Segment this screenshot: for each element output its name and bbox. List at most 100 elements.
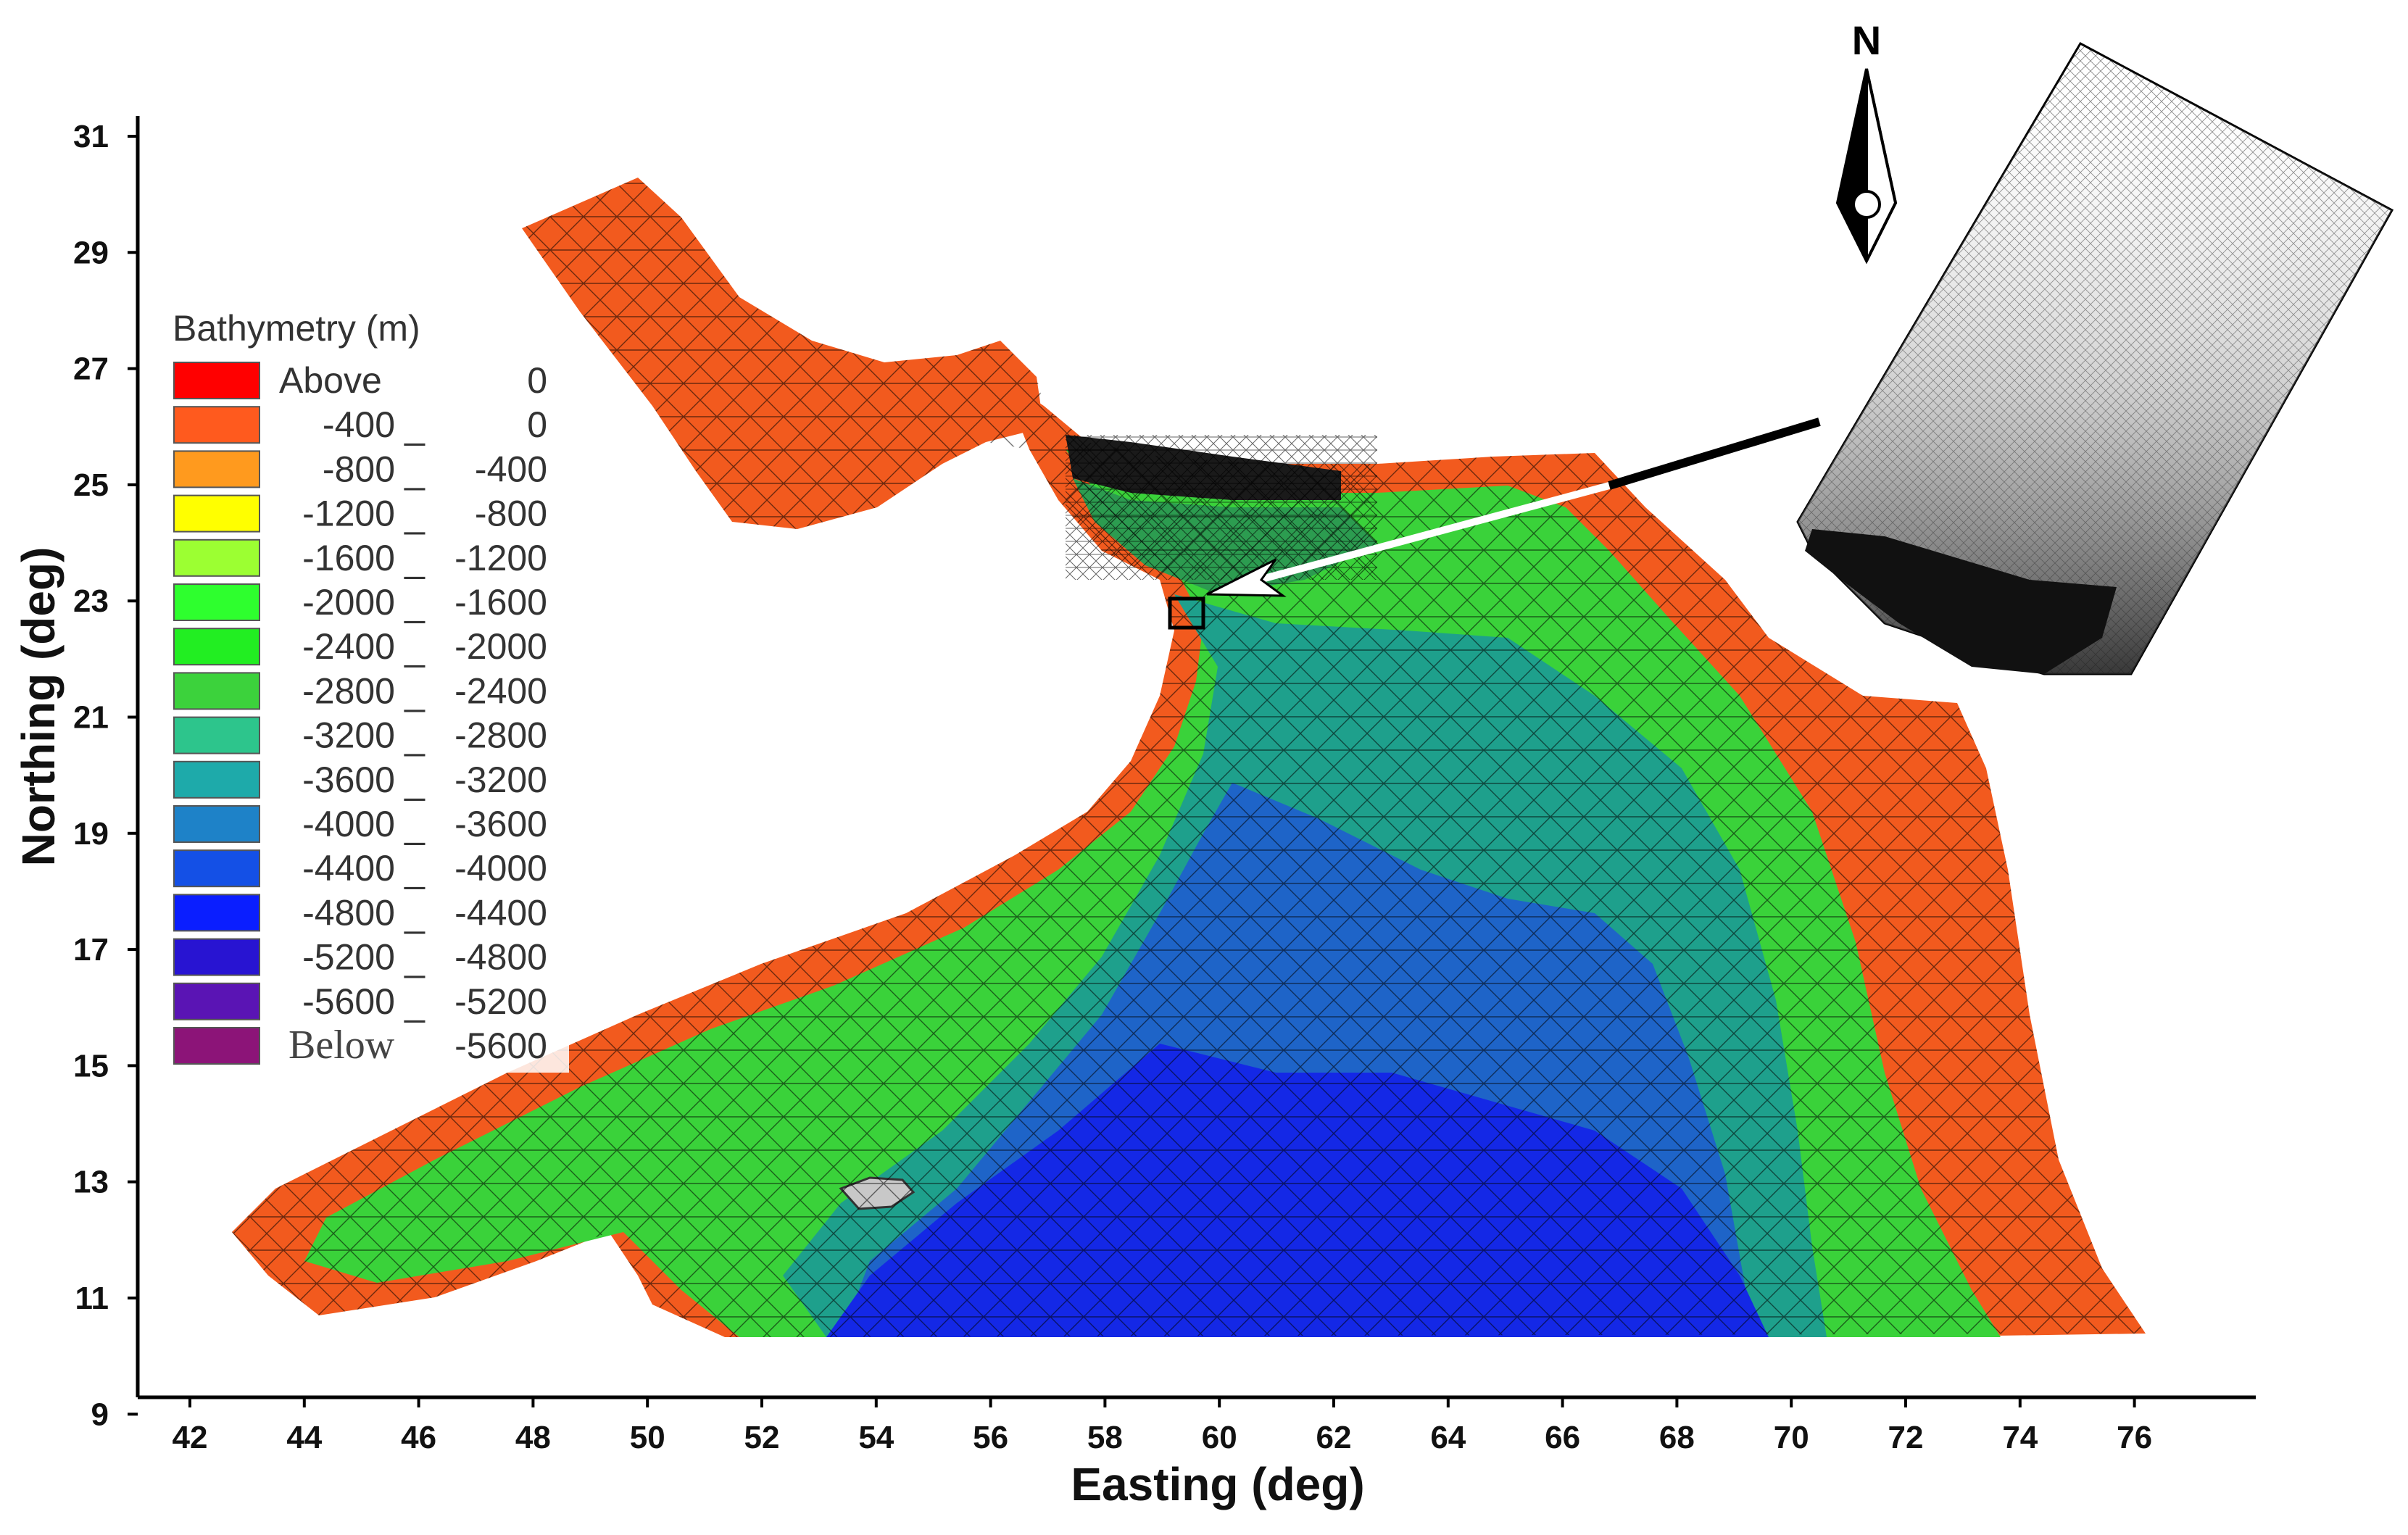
refined-mesh-overlay bbox=[1066, 435, 1377, 580]
legend-range-low: -3200 bbox=[302, 715, 395, 756]
legend-range-low: -1600 bbox=[302, 538, 395, 578]
legend-range-low: -5200 bbox=[302, 937, 395, 978]
north-arrow-label: N bbox=[1852, 17, 1881, 63]
y-tick-label: 15 bbox=[73, 1048, 109, 1083]
y-tick-label: 21 bbox=[73, 700, 109, 736]
legend-range-low: -3600 bbox=[302, 760, 395, 800]
y-tick-label: 13 bbox=[73, 1165, 109, 1200]
x-tick-label: 58 bbox=[1087, 1420, 1123, 1455]
x-tick-label: 52 bbox=[744, 1420, 780, 1455]
x-tick-label: 70 bbox=[1774, 1420, 1809, 1455]
pointer-arrow bbox=[1206, 417, 1821, 597]
legend-items: Above 0-400 _ 0-800 _ -400-1200 _ -800-1600 _ -12… bbox=[173, 360, 547, 1068]
legend-range-high: -4800 bbox=[454, 937, 547, 978]
legend-range-high: -3200 bbox=[454, 760, 547, 800]
study-area-box bbox=[1168, 596, 1205, 630]
legend-range-separator: _ bbox=[404, 672, 425, 712]
legend-range-low: -2000 bbox=[302, 582, 395, 623]
axes: 42 44 46 48 50 52 54 56 58 60 62 64 66 68 70 72 74 76 31 2… bbox=[12, 116, 2256, 1510]
legend-range-separator: _ bbox=[404, 406, 425, 446]
x-tick-label: 62 bbox=[1316, 1420, 1352, 1455]
legend-range-high: -1600 bbox=[454, 582, 547, 623]
legend-range-high: -800 bbox=[475, 494, 547, 534]
legend-range-low: -4400 bbox=[302, 848, 395, 889]
legend-range-separator: _ bbox=[404, 849, 425, 890]
legend-range-separator: _ bbox=[404, 583, 425, 624]
y-tick-label: 19 bbox=[73, 816, 109, 852]
legend: Bathymetry (m) Above 0-400 _ 0-800 _ -400-120… bbox=[163, 304, 569, 1073]
legend-range-high: -1200 bbox=[454, 538, 547, 578]
legend-swatch bbox=[173, 628, 260, 666]
legend-range-low: -1200 bbox=[302, 494, 395, 534]
legend-range-separator: _ bbox=[404, 761, 425, 802]
legend-range-high: -5600 bbox=[454, 1026, 547, 1066]
mesh-detail-inset bbox=[1796, 41, 2394, 675]
legend-range-separator: _ bbox=[404, 450, 425, 491]
legend-range-high: 0 bbox=[527, 404, 547, 445]
legend-swatch bbox=[173, 406, 260, 444]
legend-range-separator: _ bbox=[404, 539, 425, 580]
y-axis-title: Northing (deg) bbox=[12, 547, 65, 867]
legend-range-low: -400 bbox=[323, 404, 395, 445]
x-ticks: 42 44 46 48 50 52 54 56 58 60 62 64 66 68 70 72 74 76 bbox=[173, 1397, 2152, 1455]
legend-range-low: -2800 bbox=[302, 670, 395, 711]
legend-range-low: -5600 bbox=[302, 981, 395, 1022]
legend-range-separator: _ bbox=[404, 628, 425, 668]
x-tick-label: 68 bbox=[1659, 1420, 1695, 1455]
legend-range-high: -4000 bbox=[454, 848, 547, 889]
legend-swatch bbox=[173, 716, 260, 754]
y-tick-label: 23 bbox=[73, 583, 109, 619]
legend-swatch bbox=[173, 894, 260, 932]
legend-range-high: -2800 bbox=[454, 715, 547, 756]
y-tick-label: 29 bbox=[73, 235, 109, 270]
inset-coastline bbox=[1805, 529, 2117, 674]
y-tick-label: 9 bbox=[91, 1397, 109, 1432]
y-tick-label: 31 bbox=[73, 119, 109, 154]
legend-range-separator: _ bbox=[404, 717, 425, 757]
legend-range-high: -400 bbox=[475, 449, 547, 489]
x-tick-label: 60 bbox=[1202, 1420, 1237, 1455]
legend-swatch bbox=[173, 982, 260, 1020]
x-tick-label: 42 bbox=[173, 1420, 208, 1455]
x-tick-label: 64 bbox=[1430, 1420, 1466, 1455]
legend-range-high: -2000 bbox=[454, 626, 547, 667]
legend-range-low: -800 bbox=[323, 449, 395, 489]
y-tick-label: 27 bbox=[73, 351, 109, 387]
legend-swatch bbox=[173, 450, 260, 488]
legend-range-separator: _ bbox=[404, 939, 425, 979]
legend-swatch bbox=[173, 805, 260, 843]
y-ticks: 31 29 27 25 23 21 19 17 15 13 11 9 bbox=[73, 119, 138, 1432]
legend-range-separator: _ bbox=[404, 894, 425, 934]
legend-swatch bbox=[173, 672, 260, 710]
legend-range-high: -5200 bbox=[454, 981, 547, 1022]
legend-range-high: -2400 bbox=[454, 670, 547, 711]
north-arrow: N bbox=[1835, 17, 1898, 265]
legend-swatch bbox=[173, 849, 260, 888]
legend-range-low: Below bbox=[288, 1023, 395, 1068]
x-tick-label: 48 bbox=[515, 1420, 551, 1455]
y-tick-label: 25 bbox=[73, 467, 109, 503]
legend-swatch bbox=[173, 760, 260, 799]
y-tick-label: 17 bbox=[73, 932, 109, 968]
legend-range-low: -2400 bbox=[302, 626, 395, 667]
legend-title: Bathymetry (m) bbox=[173, 308, 420, 349]
x-tick-label: 50 bbox=[630, 1420, 665, 1455]
x-tick-label: 66 bbox=[1545, 1420, 1580, 1455]
legend-swatch bbox=[173, 1027, 260, 1065]
legend-range-low: Above bbox=[279, 360, 382, 401]
legend-swatch bbox=[173, 538, 260, 577]
legend-range-low: -4800 bbox=[302, 892, 395, 933]
legend-swatch bbox=[173, 583, 260, 621]
legend-swatch bbox=[173, 362, 260, 399]
legend-range-high: -4400 bbox=[454, 892, 547, 933]
legend-swatch bbox=[173, 938, 260, 976]
x-tick-label: 44 bbox=[286, 1420, 322, 1455]
x-axis-title: Easting (deg) bbox=[1071, 1458, 1364, 1510]
x-tick-label: 54 bbox=[858, 1420, 894, 1455]
x-tick-label: 76 bbox=[2117, 1420, 2152, 1455]
legend-range-low: -4000 bbox=[302, 804, 395, 844]
legend-range-separator: _ bbox=[404, 495, 425, 536]
legend-range-separator: _ bbox=[404, 983, 425, 1023]
legend-range-separator: _ bbox=[404, 805, 425, 846]
